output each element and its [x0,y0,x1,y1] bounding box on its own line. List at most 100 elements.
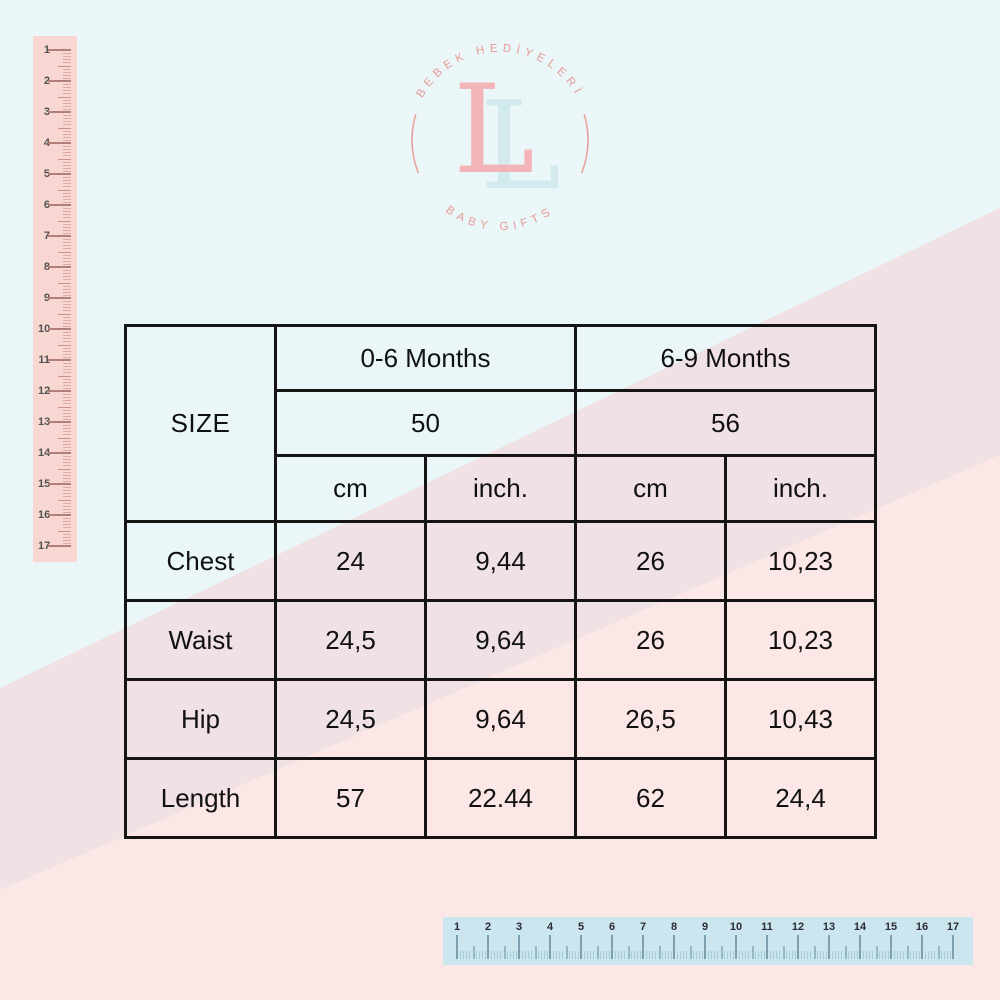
bottom-ruler-minor-tick [525,951,526,959]
bottom-ruler-minor-tick [894,951,895,959]
bottom-ruler-minor-tick [473,946,475,959]
left-ruler-minor-tick [63,199,71,200]
bottom-ruler-minor-tick [882,951,883,959]
table-row-length: Length 57 22.44 62 24,4 [124,757,877,839]
bottom-ruler-minor-tick [913,951,914,959]
bottom-ruler-major-tick [673,935,675,959]
left-ruler-minor-tick [63,62,71,63]
left-ruler-minor-tick [63,171,71,172]
bottom-ruler-minor-tick [640,951,641,959]
age-group-6-9: 6-9 Months [574,324,877,392]
bottom-ruler-minor-tick [618,951,619,959]
left-ruler-minor-tick [63,465,71,466]
left-ruler-minor-tick [63,472,71,473]
bottom-ruler-minor-tick [547,951,548,959]
bottom-ruler-minor-tick [621,951,622,959]
size-value-56: 56 [574,389,877,457]
left-ruler-major-tick [48,266,71,268]
left-ruler-minor-tick [63,490,71,491]
left-ruler-minor-tick [63,317,71,318]
bottom-ruler-major-tick [487,935,489,959]
left-ruler-minor-tick [63,394,71,395]
left-ruler-minor-tick [63,177,71,178]
brand-logo: L L BEBEK HEDİYELERİ BABY GIFTS [411,43,589,233]
bottom-ruler-minor-tick [528,951,529,959]
left-ruler-major-tick [48,514,71,516]
left-ruler-minor-tick [63,521,71,522]
bottom-ruler-minor-tick [801,951,802,959]
bottom-ruler-minor-tick [634,951,635,959]
bottom-ruler-minor-tick [814,946,816,959]
left-ruler-minor-tick [63,369,71,370]
left-ruler-minor-tick [63,230,71,231]
bottom-ruler-number-5: 5 [577,921,585,933]
logo-ring-left-arc [411,114,420,174]
left-ruler-minor-tick [63,326,71,327]
bottom-ruler-minor-tick [522,951,523,959]
bottom-ruler-minor-tick [686,951,687,959]
chest-inch-56: 10,23 [724,520,877,602]
left-ruler-number-1: 1 [43,44,50,56]
left-ruler-minor-tick [63,301,71,302]
bottom-ruler-number-9: 9 [701,921,709,933]
left-ruler-major-tick [48,452,71,454]
bottom-ruler-minor-tick [931,951,932,959]
bottom-ruler-minor-tick [717,951,718,959]
bottom-ruler-major-tick [766,935,768,959]
bottom-ruler-minor-tick [500,951,501,959]
bottom-ruler-minor-tick [708,951,709,959]
left-ruler-major-tick [48,173,71,175]
left-ruler-minor-tick [63,208,71,209]
size-chart-table: SIZE 0-6 Months 6-9 Months 50 56 cm inch… [124,324,877,839]
bottom-ruler-minor-tick [835,951,836,959]
left-ruler-minor-tick [63,403,71,404]
bottom-ruler-minor-tick [789,951,790,959]
hip-inch-56: 10,43 [724,678,877,760]
bottom-ruler-minor-tick [504,946,506,959]
bottom-ruler-minor-tick [572,951,573,959]
left-ruler-minor-tick [63,224,71,225]
left-ruler-minor-tick [58,469,71,470]
left-ruler-major-tick [48,111,71,113]
bottom-ruler-minor-tick [714,951,715,959]
bottom-ruler-minor-tick [950,951,951,959]
size-corner-label: SIZE [124,324,277,523]
left-ruler-minor-tick [63,186,71,187]
left-ruler-minor-tick [63,84,71,85]
bottom-ruler-minor-tick [584,951,585,959]
left-ruler-minor-tick [63,245,71,246]
left-ruler-minor-tick [63,332,71,333]
left-ruler-minor-tick [63,540,71,541]
left-ruler-minor-tick [58,97,71,98]
left-ruler-minor-tick [63,518,71,519]
left-ruler-minor-tick [63,512,71,513]
bottom-ruler-major-tick [921,935,923,959]
left-ruler-minor-tick [63,385,71,386]
left-ruler-minor-tick [63,193,71,194]
bottom-ruler-major-tick [704,935,706,959]
bottom-ruler-minor-tick [624,951,625,959]
bottom-ruler-minor-tick [941,951,942,959]
length-cm-56: 62 [574,757,727,839]
left-ruler-major-tick [48,80,71,82]
hip-cm-56: 26,5 [574,678,727,760]
bottom-ruler-minor-tick [606,951,607,959]
left-ruler-minor-tick [63,388,71,389]
left-ruler-number-8: 8 [43,261,50,273]
bottom-ruler-major-tick [890,935,892,959]
bottom-ruler-minor-tick [916,951,917,959]
length-inch-56: 24,4 [724,757,877,839]
unit-header-inch-1: inch. [424,454,577,523]
left-ruler-minor-tick [63,72,71,73]
left-ruler-minor-tick [58,128,71,129]
logo-monogram-second-l: L [480,75,561,217]
bottom-ruler-minor-tick [879,951,880,959]
left-ruler-minor-tick [63,100,71,101]
left-ruler-minor-tick [63,202,71,203]
left-ruler-number-11: 11 [38,354,50,366]
bottom-ruler-minor-tick [947,951,948,959]
left-ruler-minor-tick [63,493,71,494]
bottom-ruler-minor-tick [702,951,703,959]
bottom-ruler-number-1: 1 [453,921,461,933]
left-ruler-minor-tick [63,121,71,122]
